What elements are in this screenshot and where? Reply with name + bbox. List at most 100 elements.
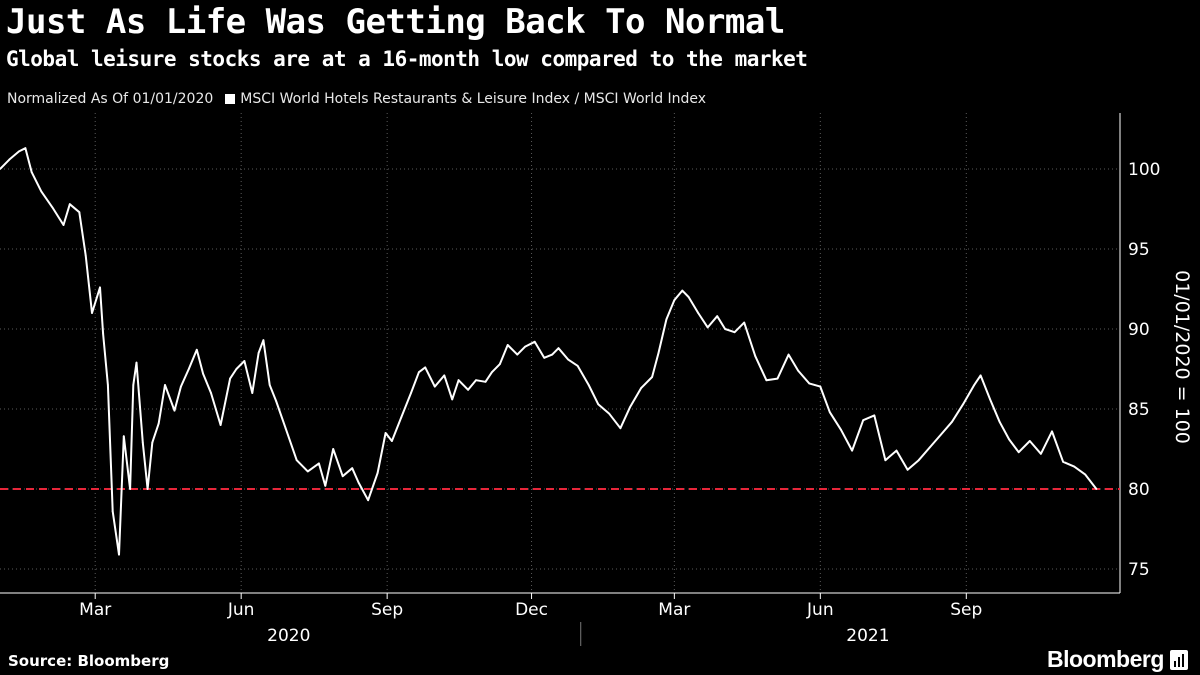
data-point xyxy=(851,449,853,452)
data-point xyxy=(129,488,132,490)
data-point xyxy=(597,403,600,406)
data-point xyxy=(40,190,43,193)
data-point xyxy=(187,368,190,370)
data-point xyxy=(697,312,700,314)
data-point xyxy=(587,384,590,386)
data-point xyxy=(640,387,642,390)
data-point xyxy=(1039,452,1042,455)
series-line xyxy=(0,147,1098,556)
x-tick-label: Sep xyxy=(950,600,982,620)
data-point xyxy=(102,332,105,335)
data-point xyxy=(895,449,898,452)
data-point xyxy=(576,364,579,367)
chart-subtitle: Global leisure stocks are at a 16-month … xyxy=(6,47,808,71)
data-point xyxy=(733,331,736,334)
data-point xyxy=(391,440,393,442)
data-point xyxy=(657,352,660,354)
data-point xyxy=(1028,440,1031,442)
data-point xyxy=(989,398,992,401)
data-point xyxy=(318,462,320,465)
data-point xyxy=(998,420,1001,423)
data-point xyxy=(484,380,487,383)
data-point xyxy=(884,459,887,462)
data-point xyxy=(410,392,412,394)
data-point xyxy=(765,379,768,382)
data-point xyxy=(1084,473,1087,476)
data-point xyxy=(0,168,1,170)
data-point xyxy=(819,385,822,388)
data-point xyxy=(400,416,403,418)
data-point xyxy=(1062,460,1064,463)
data-point xyxy=(979,374,982,377)
normalization-note: Normalized As Of 01/01/2020 xyxy=(7,91,214,107)
data-point xyxy=(332,448,335,450)
data-point xyxy=(433,385,436,388)
source-note: Source: Bloomberg xyxy=(8,652,170,670)
data-point xyxy=(122,435,125,438)
data-point xyxy=(376,472,379,474)
x-tick-label: Mar xyxy=(79,600,111,620)
x-year-label: 2020 xyxy=(267,626,310,646)
data-point xyxy=(619,427,622,430)
data-point xyxy=(106,384,109,386)
y-tick-label: 100 xyxy=(1128,160,1160,180)
x-tick-label: Mar xyxy=(658,600,690,620)
data-point xyxy=(451,398,454,401)
data-point xyxy=(1095,488,1098,490)
data-point xyxy=(62,224,65,226)
data-point xyxy=(229,377,231,380)
data-point xyxy=(306,470,309,473)
data-point xyxy=(681,289,684,292)
data-point xyxy=(268,384,271,386)
data-point xyxy=(906,468,909,471)
data-point xyxy=(754,355,757,358)
data-point xyxy=(68,203,71,206)
x-tick-label: Dec xyxy=(515,600,548,620)
data-point xyxy=(30,171,33,174)
data-point xyxy=(490,371,493,374)
data-point xyxy=(257,352,260,354)
data-point xyxy=(651,376,654,378)
y-tick-label: 75 xyxy=(1128,560,1150,580)
data-point xyxy=(928,446,931,449)
data-point xyxy=(243,360,246,362)
y-tick-label: 90 xyxy=(1128,320,1150,340)
data-point xyxy=(808,382,811,385)
brand-text: Bloomberg xyxy=(1047,646,1164,672)
data-point xyxy=(357,481,360,484)
data-point xyxy=(828,411,831,414)
y-tick-label: 95 xyxy=(1128,240,1150,260)
data-point xyxy=(84,254,87,257)
data-point xyxy=(351,467,354,470)
data-point xyxy=(8,158,11,161)
data-point xyxy=(873,414,876,417)
x-tick-label: Sep xyxy=(371,600,403,620)
data-point xyxy=(164,384,166,386)
data-point xyxy=(776,377,779,380)
data-point xyxy=(567,358,569,361)
data-point xyxy=(78,211,81,214)
data-point xyxy=(18,150,20,153)
data-point xyxy=(443,374,446,377)
bloomberg-terminal-icon xyxy=(1169,649,1188,670)
data-point xyxy=(210,392,212,394)
data-point xyxy=(195,348,198,351)
data-point xyxy=(1051,430,1053,433)
data-point xyxy=(1017,451,1020,454)
data-point xyxy=(665,318,668,321)
data-point xyxy=(262,339,265,342)
data-point xyxy=(146,488,149,490)
data-point xyxy=(275,400,277,402)
data-point xyxy=(797,369,800,372)
y-tick-label: 80 xyxy=(1128,480,1150,500)
data-point xyxy=(551,353,554,356)
legend-swatch xyxy=(225,94,236,104)
data-point xyxy=(940,433,942,436)
data-point xyxy=(608,412,611,415)
brand-logo: Bloomberg xyxy=(1047,646,1188,673)
data-point xyxy=(724,328,727,330)
data-point xyxy=(202,372,204,375)
data-point xyxy=(840,428,842,431)
data-point xyxy=(673,299,676,302)
data-point xyxy=(284,427,287,430)
